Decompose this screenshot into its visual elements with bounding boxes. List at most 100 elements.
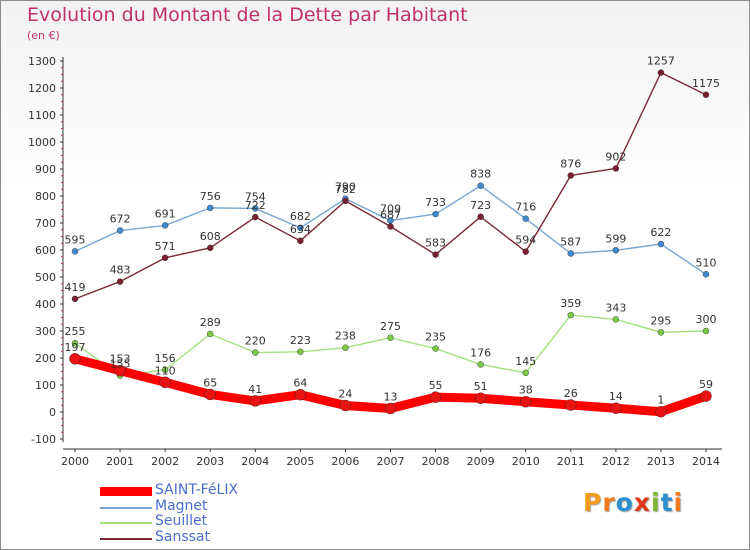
chart-subtitle: (en €) — [27, 29, 60, 42]
data-label: 571 — [155, 240, 176, 253]
data-label: 13 — [384, 390, 398, 403]
y-tick-label: 0 — [49, 406, 56, 419]
data-point — [429, 391, 442, 403]
data-point — [384, 402, 397, 415]
data-point — [522, 248, 529, 255]
data-point — [294, 389, 307, 401]
data-label: 594 — [515, 234, 536, 247]
x-tick-label: 2013 — [647, 455, 675, 468]
data-label: 1175 — [692, 77, 720, 90]
data-point — [207, 244, 214, 252]
y-tick-label: 800 — [35, 190, 56, 203]
data-point — [657, 240, 665, 248]
data-label: 359 — [560, 297, 581, 310]
data-point — [522, 215, 529, 222]
data-label: 156 — [155, 352, 176, 365]
data-point — [567, 250, 574, 257]
data-label: 65 — [203, 376, 217, 389]
x-tick-label: 2005 — [286, 455, 314, 468]
data-label: 41 — [248, 383, 262, 396]
chart-axes: -100 0 100 200 300 400 500 600 700 800 900 1000 1100… — [28, 55, 722, 468]
data-label: 419 — [65, 281, 86, 294]
data-point — [612, 316, 620, 323]
data-point — [567, 311, 574, 319]
data-point — [116, 278, 124, 285]
data-point — [700, 390, 712, 402]
data-label: 176 — [470, 346, 491, 359]
y-tick-label: 1300 — [28, 55, 56, 68]
x-tick-label: 2002 — [151, 455, 179, 468]
y-tick-label: 600 — [35, 244, 56, 257]
data-point — [297, 237, 304, 245]
data-point — [252, 349, 259, 356]
data-point — [655, 406, 667, 418]
x-tick-label: 2003 — [196, 455, 224, 468]
data-label: 587 — [560, 236, 581, 249]
y-tick-label: 400 — [35, 298, 56, 311]
data-point — [297, 348, 304, 355]
legend-swatch — [100, 506, 152, 509]
data-label: 275 — [380, 320, 401, 333]
data-point — [657, 69, 665, 76]
data-point — [249, 395, 261, 407]
data-label: 64 — [293, 377, 307, 390]
data-label: 38 — [519, 384, 533, 397]
data-point — [204, 388, 216, 401]
data-point — [161, 254, 169, 262]
data-label: 756 — [200, 190, 221, 203]
y-tick-label: 100 — [35, 379, 56, 392]
y-tick-label: -100 — [31, 433, 56, 446]
data-label: 197 — [65, 341, 86, 354]
x-tick-label: 2001 — [106, 455, 134, 468]
y-tick-label: 1000 — [28, 136, 56, 149]
y-tick-label: 1200 — [28, 82, 56, 95]
data-label: 1257 — [647, 55, 675, 68]
data-label: 1 — [657, 394, 664, 407]
data-label: 145 — [515, 355, 536, 368]
series-line-magnet — [74, 185, 707, 275]
data-point — [520, 396, 532, 408]
data-point — [522, 369, 529, 377]
data-point — [297, 224, 304, 232]
legend-label: Seuillet — [155, 513, 208, 529]
data-label: 790 — [335, 181, 356, 194]
data-label: 583 — [425, 237, 446, 250]
data-point — [657, 329, 665, 336]
data-point — [71, 248, 79, 255]
data-label: 300 — [696, 313, 717, 326]
data-label: 723 — [470, 199, 491, 212]
data-point — [477, 361, 484, 368]
legend-swatch — [100, 537, 152, 540]
data-point — [610, 402, 622, 414]
data-label: 599 — [605, 232, 626, 245]
data-label: 110 — [155, 364, 176, 377]
data-label: 902 — [605, 150, 626, 163]
data-label: 238 — [335, 330, 356, 343]
data-label: 622 — [650, 226, 671, 239]
x-tick-label: 2014 — [692, 455, 720, 468]
series-line-sanssat — [74, 71, 707, 300]
data-point — [612, 165, 620, 172]
data-label: 289 — [200, 316, 221, 329]
data-point — [432, 345, 439, 352]
data-label: 838 — [470, 168, 491, 181]
data-point — [342, 197, 349, 205]
data-point — [252, 205, 259, 212]
data-label: 722 — [245, 199, 266, 212]
y-tick-label: 500 — [35, 271, 56, 284]
data-label: 876 — [560, 157, 581, 170]
series-points — [69, 69, 712, 418]
data-label: 691 — [155, 207, 176, 220]
data-label: 608 — [200, 230, 221, 243]
data-point — [565, 399, 577, 411]
x-tick-label: 2004 — [241, 455, 269, 468]
data-label: 153 — [110, 353, 131, 366]
y-tick-label: 300 — [35, 325, 56, 338]
data-point — [207, 330, 214, 338]
data-point — [339, 399, 352, 412]
data-label: 14 — [609, 390, 623, 403]
y-tick-label: 700 — [35, 217, 56, 230]
data-point — [114, 364, 126, 377]
data-label: 26 — [564, 387, 578, 400]
